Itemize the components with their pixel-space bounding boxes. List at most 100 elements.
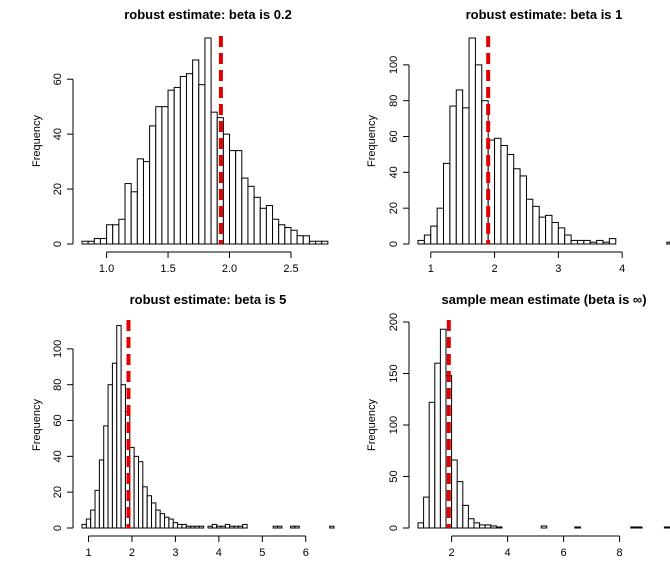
histogram-bar [564, 234, 572, 245]
histogram-bar [467, 518, 475, 529]
panel-title: robust estimate: beta is 5 [130, 292, 287, 307]
histogram-bar [479, 524, 486, 529]
y-tick-label: 100 [388, 56, 400, 74]
histogram-bar [233, 525, 239, 529]
histogram-bar [290, 229, 298, 245]
histogram-bar [436, 207, 445, 245]
histogram-bar [456, 481, 464, 529]
histogram-bar [190, 525, 196, 529]
x-tick-label: 1 [428, 263, 434, 275]
y-tick-label: 0 [52, 241, 64, 247]
x-tick-label: 6 [561, 547, 567, 559]
histogram-bar [278, 224, 286, 245]
histogram-bar [235, 150, 243, 245]
histogram-bars [417, 328, 670, 529]
histogram-bar [630, 526, 637, 529]
histogram-bar [112, 224, 120, 245]
histogram-bar [272, 218, 280, 245]
histogram-bar [167, 89, 175, 245]
histogram-bar [545, 214, 553, 245]
histogram-bar [242, 523, 248, 529]
x-tick-label: 2 [129, 547, 135, 559]
y-tick-label: 20 [52, 486, 64, 498]
panel-title: sample mean estimate (beta is ∞) [441, 292, 646, 307]
y-tick-label: 150 [388, 364, 400, 382]
histogram-bar [557, 227, 566, 245]
histogram-bar [159, 513, 166, 529]
histogram-bar [142, 161, 151, 245]
x-tick-label: 4 [619, 263, 625, 275]
y-tick-label: 60 [52, 73, 64, 85]
y-tick-label: 200 [388, 313, 400, 331]
histogram-bar [574, 526, 581, 529]
histogram-bar [124, 183, 132, 245]
y-axis-label: Frequency [31, 399, 43, 451]
histogram-bar [94, 489, 100, 529]
histogram-bar [315, 240, 323, 245]
x-tick-label: 1.0 [99, 263, 114, 275]
histogram-bar [434, 362, 441, 529]
x-tick-label: 2 [491, 263, 497, 275]
histogram-bar [241, 177, 249, 245]
histogram-bar [107, 384, 113, 529]
histogram-bar [551, 222, 559, 245]
histogram-bar [106, 224, 114, 245]
histogram-bar [296, 235, 304, 245]
y-axis-label: Frequency [31, 115, 43, 167]
x-tick-label: 1.5 [160, 263, 175, 275]
histogram-bar [198, 525, 205, 529]
histogram-bar [272, 525, 279, 529]
histogram-bar [321, 240, 329, 245]
histogram-bar [146, 495, 153, 529]
histogram-bar [455, 89, 464, 245]
x-tick-label: 3 [172, 547, 178, 559]
histogram-bar [423, 234, 432, 245]
histogram-bar [185, 73, 194, 245]
histogram-bar [93, 238, 101, 245]
histogram-bar [210, 111, 218, 245]
histogram-bar [164, 516, 170, 529]
x-tick-label: 8 [617, 547, 623, 559]
histogram-bar [194, 525, 200, 529]
histogram-bar [462, 107, 470, 245]
histogram-bar [417, 522, 425, 529]
histogram-bar [294, 525, 300, 529]
histogram-bar [308, 240, 317, 245]
histogram-bar [168, 518, 174, 529]
y-tick-label: 0 [388, 241, 400, 247]
x-tick-label: 4 [505, 547, 511, 559]
histogram-bar [161, 106, 169, 245]
histogram-panel-4: sample mean estimate (beta is ∞) Frequenc… [366, 292, 670, 559]
histogram-bar [204, 37, 212, 245]
y-tick-label: 40 [388, 166, 400, 178]
histogram-bar [98, 459, 105, 529]
histogram-bar [540, 525, 548, 529]
histogram-bar [179, 75, 187, 245]
histogram-bar [602, 241, 610, 245]
histogram-bar [428, 401, 436, 529]
histogram-bar [216, 525, 222, 529]
histogram-bar [151, 502, 157, 529]
y-axis-label: Frequency [366, 115, 378, 167]
histogram-bar [490, 525, 497, 529]
histogram-bars [81, 37, 329, 245]
histogram-bar [136, 158, 144, 245]
histogram-bar [525, 198, 534, 245]
histogram-bar [207, 525, 213, 529]
histogram-bar [211, 523, 218, 529]
histogram-bar [449, 105, 457, 245]
x-tick-label: 5 [259, 547, 265, 559]
y-tick-label: 0 [52, 525, 64, 531]
y-axis-label: Frequency [366, 399, 378, 451]
histogram-bar [474, 64, 483, 245]
histogram-bar [495, 526, 503, 529]
histogram-bar [130, 191, 138, 245]
histogram-bar [192, 59, 200, 245]
histogram-bars [417, 37, 670, 245]
histogram-bar [224, 523, 231, 529]
histogram-bar [277, 525, 283, 529]
y-tick-label: 100 [52, 340, 64, 358]
histogram-bar [290, 525, 296, 529]
x-tick-label: 4 [216, 547, 222, 559]
